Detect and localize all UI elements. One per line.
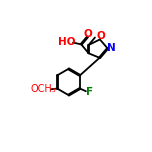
Text: O: O xyxy=(83,29,92,39)
Text: O: O xyxy=(96,31,105,41)
Text: F: F xyxy=(86,86,93,97)
Text: HO: HO xyxy=(58,37,76,47)
Text: OCH₃: OCH₃ xyxy=(30,84,56,94)
Text: N: N xyxy=(107,43,116,53)
